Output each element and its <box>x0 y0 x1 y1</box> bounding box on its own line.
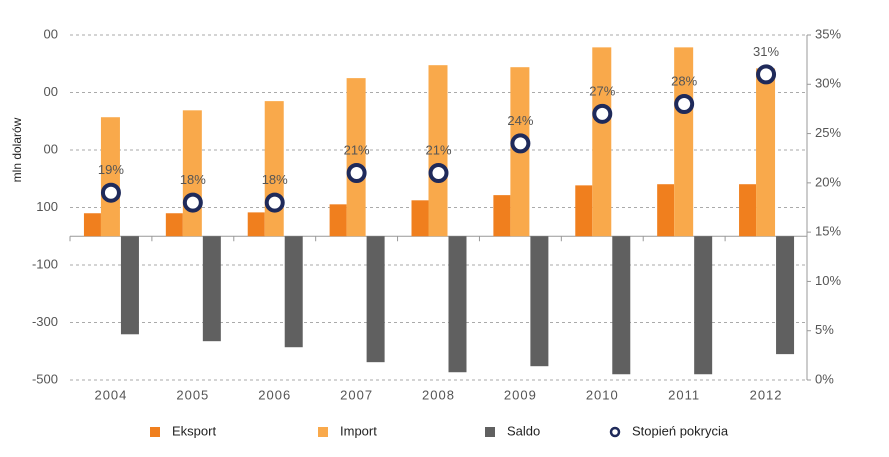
point <box>346 163 367 183</box>
y2-tick-label: 10% <box>815 273 841 288</box>
point <box>756 64 777 85</box>
bar <box>202 236 221 342</box>
data-label: 21% <box>425 142 451 157</box>
bar <box>346 78 366 237</box>
point <box>264 192 285 213</box>
y-tick-label: -100 <box>32 256 58 271</box>
y2-tick-label: 15% <box>815 224 841 239</box>
y2-tick-label: 25% <box>815 125 841 140</box>
x-tick-label: 2010 <box>586 387 619 402</box>
y-tick-label: -500 <box>32 371 58 386</box>
y2-tick-label: 20% <box>815 174 841 189</box>
y-axis-label: mln dolarów <box>10 117 24 182</box>
bar <box>674 47 694 237</box>
legend-label: Eksport <box>172 423 216 438</box>
bar <box>284 236 303 348</box>
y-tick-label: 00 <box>44 26 58 41</box>
y-tick-label: 00 <box>44 141 58 156</box>
point <box>182 192 203 213</box>
x-tick-label: 2011 <box>668 387 700 402</box>
y2-tick-label: 30% <box>815 76 841 91</box>
x-tick-label: 2012 <box>750 387 783 402</box>
bar <box>592 47 612 237</box>
legend-marker <box>609 426 621 438</box>
bar <box>247 212 265 237</box>
bar <box>575 185 593 237</box>
data-label: 24% <box>507 113 533 128</box>
x-tick-label: 2005 <box>176 387 209 402</box>
bar <box>739 184 757 237</box>
x-tick-label: 2007 <box>340 387 373 402</box>
bar <box>448 236 467 373</box>
bar <box>366 236 385 363</box>
bar <box>100 117 120 237</box>
point <box>510 133 531 154</box>
point <box>592 103 613 124</box>
y2-tick-label: 35% <box>815 26 841 41</box>
x-tick-label: 2009 <box>504 387 537 402</box>
point <box>100 182 121 203</box>
legend-marker <box>485 427 495 437</box>
bar <box>329 204 347 237</box>
y-tick-label: 100 <box>36 199 58 214</box>
legend-label: Saldo <box>507 423 540 438</box>
x-tick-label: 2004 <box>94 387 127 402</box>
data-label: 21% <box>344 142 370 157</box>
data-label: 27% <box>589 83 615 98</box>
bar <box>612 236 631 375</box>
bar <box>428 65 448 237</box>
legend-marker <box>150 427 160 437</box>
bar <box>83 213 101 237</box>
point <box>428 163 449 183</box>
bar <box>694 236 713 375</box>
x-tick-label: 2006 <box>258 387 291 402</box>
y-tick-label: 00 <box>44 84 58 99</box>
bar <box>120 236 139 335</box>
y-tick-label: -300 <box>32 314 58 329</box>
bar <box>530 236 549 367</box>
bar <box>776 236 795 355</box>
data-label: 31% <box>753 44 779 59</box>
y2-tick-label: 0% <box>815 371 834 386</box>
bar <box>165 213 183 237</box>
point <box>674 94 695 114</box>
bar <box>411 200 429 237</box>
bar <box>493 195 511 237</box>
data-label: 19% <box>98 162 124 177</box>
bar <box>657 184 675 237</box>
bar <box>264 101 284 237</box>
data-label: 28% <box>671 73 697 88</box>
legend-label: Import <box>340 423 377 438</box>
data-label: 18% <box>180 172 206 187</box>
legend-marker <box>318 427 328 437</box>
y2-tick-label: 5% <box>815 322 834 337</box>
bar <box>756 68 776 237</box>
data-label: 18% <box>262 172 288 187</box>
x-tick-label: 2008 <box>422 387 455 402</box>
legend-label: Stopień pokrycia <box>632 423 729 438</box>
